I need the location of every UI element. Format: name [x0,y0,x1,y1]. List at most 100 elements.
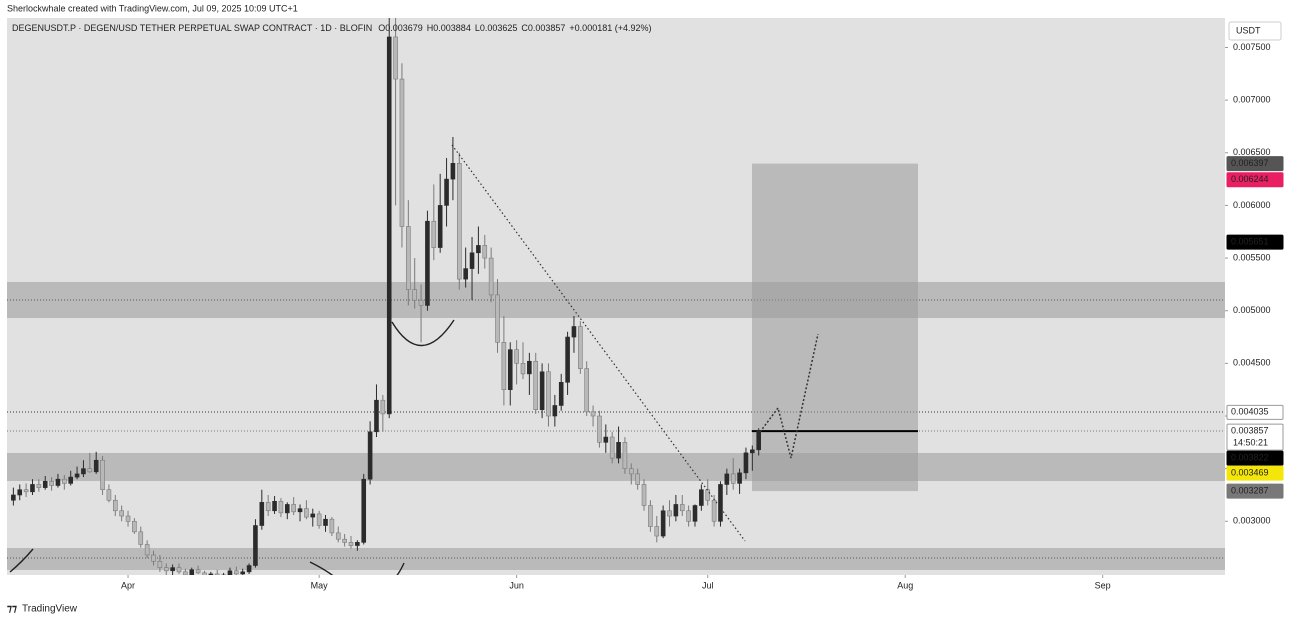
candle-body [62,478,67,484]
candle-body [711,499,717,522]
x-tick-label: Sep [1095,580,1111,590]
candle-body [699,489,704,506]
y-tick-label: 0.007500 [1233,42,1271,52]
candle-body [348,542,354,546]
candle-body [597,415,602,443]
price-label: 0.003287 [1231,485,1269,495]
projection [759,333,819,459]
candle-body [437,205,443,248]
candle-body [501,342,507,390]
candle-body [151,554,156,562]
candle-body [750,449,755,454]
zone [7,548,1225,570]
candle-body [74,473,80,478]
legend-ohlc: C0.003857 [521,23,565,33]
candle-body [737,472,742,484]
x-tick-label: Aug [897,580,913,590]
price-label-box [1226,404,1284,420]
candle-body [654,526,660,537]
candle-body [692,505,698,522]
candle-body [132,521,137,533]
currency-box [1228,21,1282,41]
candle-body [202,572,207,575]
candle-body [240,571,246,575]
y-tick-label: 0.003000 [1233,516,1271,526]
price-label: 0.003822 [1231,452,1269,462]
legend: DEGENUSDT.P · DEGEN/USD TETHER PERPETUAL… [12,23,652,33]
candle-body [495,294,500,343]
candle-body [367,431,373,480]
candle-body [641,484,647,506]
candle-body [195,569,201,574]
price-label: 0.006244 [1231,174,1269,184]
candle-body [546,371,551,417]
y-tick-label: 0.005000 [1233,305,1271,315]
candle-body [335,532,341,540]
candle-body [17,489,23,496]
price-label: 0.006397 [1231,158,1269,168]
candle-layer [11,18,761,575]
price-label-box [1226,156,1284,172]
candle-body [667,510,672,517]
candle-body [635,473,640,485]
candle-body [673,504,679,517]
candle-body [406,226,411,290]
candle-body [36,484,42,488]
candle-body [304,508,309,518]
candle-body [100,459,105,491]
candle-body [374,399,379,433]
legend-ohlc: O0.003679 [378,23,423,33]
footer-logo-icon: ⁊⁊ [7,604,17,615]
candle-body [558,382,564,406]
x-tick-label: Jul [702,580,714,590]
price-axis [1225,18,1285,575]
candle-body [144,544,150,556]
candle-body [380,399,386,415]
legend-ohlc: H0.003884 [427,23,471,33]
candle-body [265,502,271,512]
annotations [9,144,819,575]
candle-body [246,565,252,573]
arc [9,548,34,573]
candle-body [450,163,456,180]
candle-body [157,561,163,568]
candle-body [590,411,596,417]
candle-body [660,510,666,537]
candle-body [488,257,494,296]
candle-body [125,515,131,522]
candle-body [609,436,615,459]
y-tick-label: 0.004500 [1233,358,1271,368]
candle-body [425,220,430,306]
candle-body [183,571,188,575]
candle-body [23,489,29,493]
candle-body [399,78,405,227]
candle-body [119,510,124,517]
candle-body [112,499,118,512]
candle-body [552,405,558,417]
header: Sherlockwhale created with TradingView.c… [7,3,298,13]
price-label-box [1226,450,1284,466]
candle-body [214,573,220,575]
price-label-box [1226,423,1284,451]
candle-body [648,505,653,527]
candle-body [310,513,316,518]
price-label: 0.004035 [1231,407,1269,417]
candle-body [743,452,749,474]
candle-body [756,430,761,451]
price-label-box [1226,465,1284,481]
candle-body [476,245,481,254]
candle-body [386,36,392,415]
candle-body [42,480,48,488]
candle-body [361,478,367,543]
candle-body [272,500,277,512]
candle-body [539,371,545,410]
cup-arc [391,319,455,347]
candle-body [170,567,175,572]
candle-body [259,502,265,526]
candle-body [176,567,182,573]
legend-change: +0.000181 (+4.92%) [569,23,651,33]
position-layer [752,163,918,492]
x-tick-label: Jun [509,580,524,590]
legend-symbol: DEGENUSDT.P · DEGEN/USD TETHER PERPETUAL… [12,23,372,33]
price-label: 0.003469 [1231,467,1269,477]
